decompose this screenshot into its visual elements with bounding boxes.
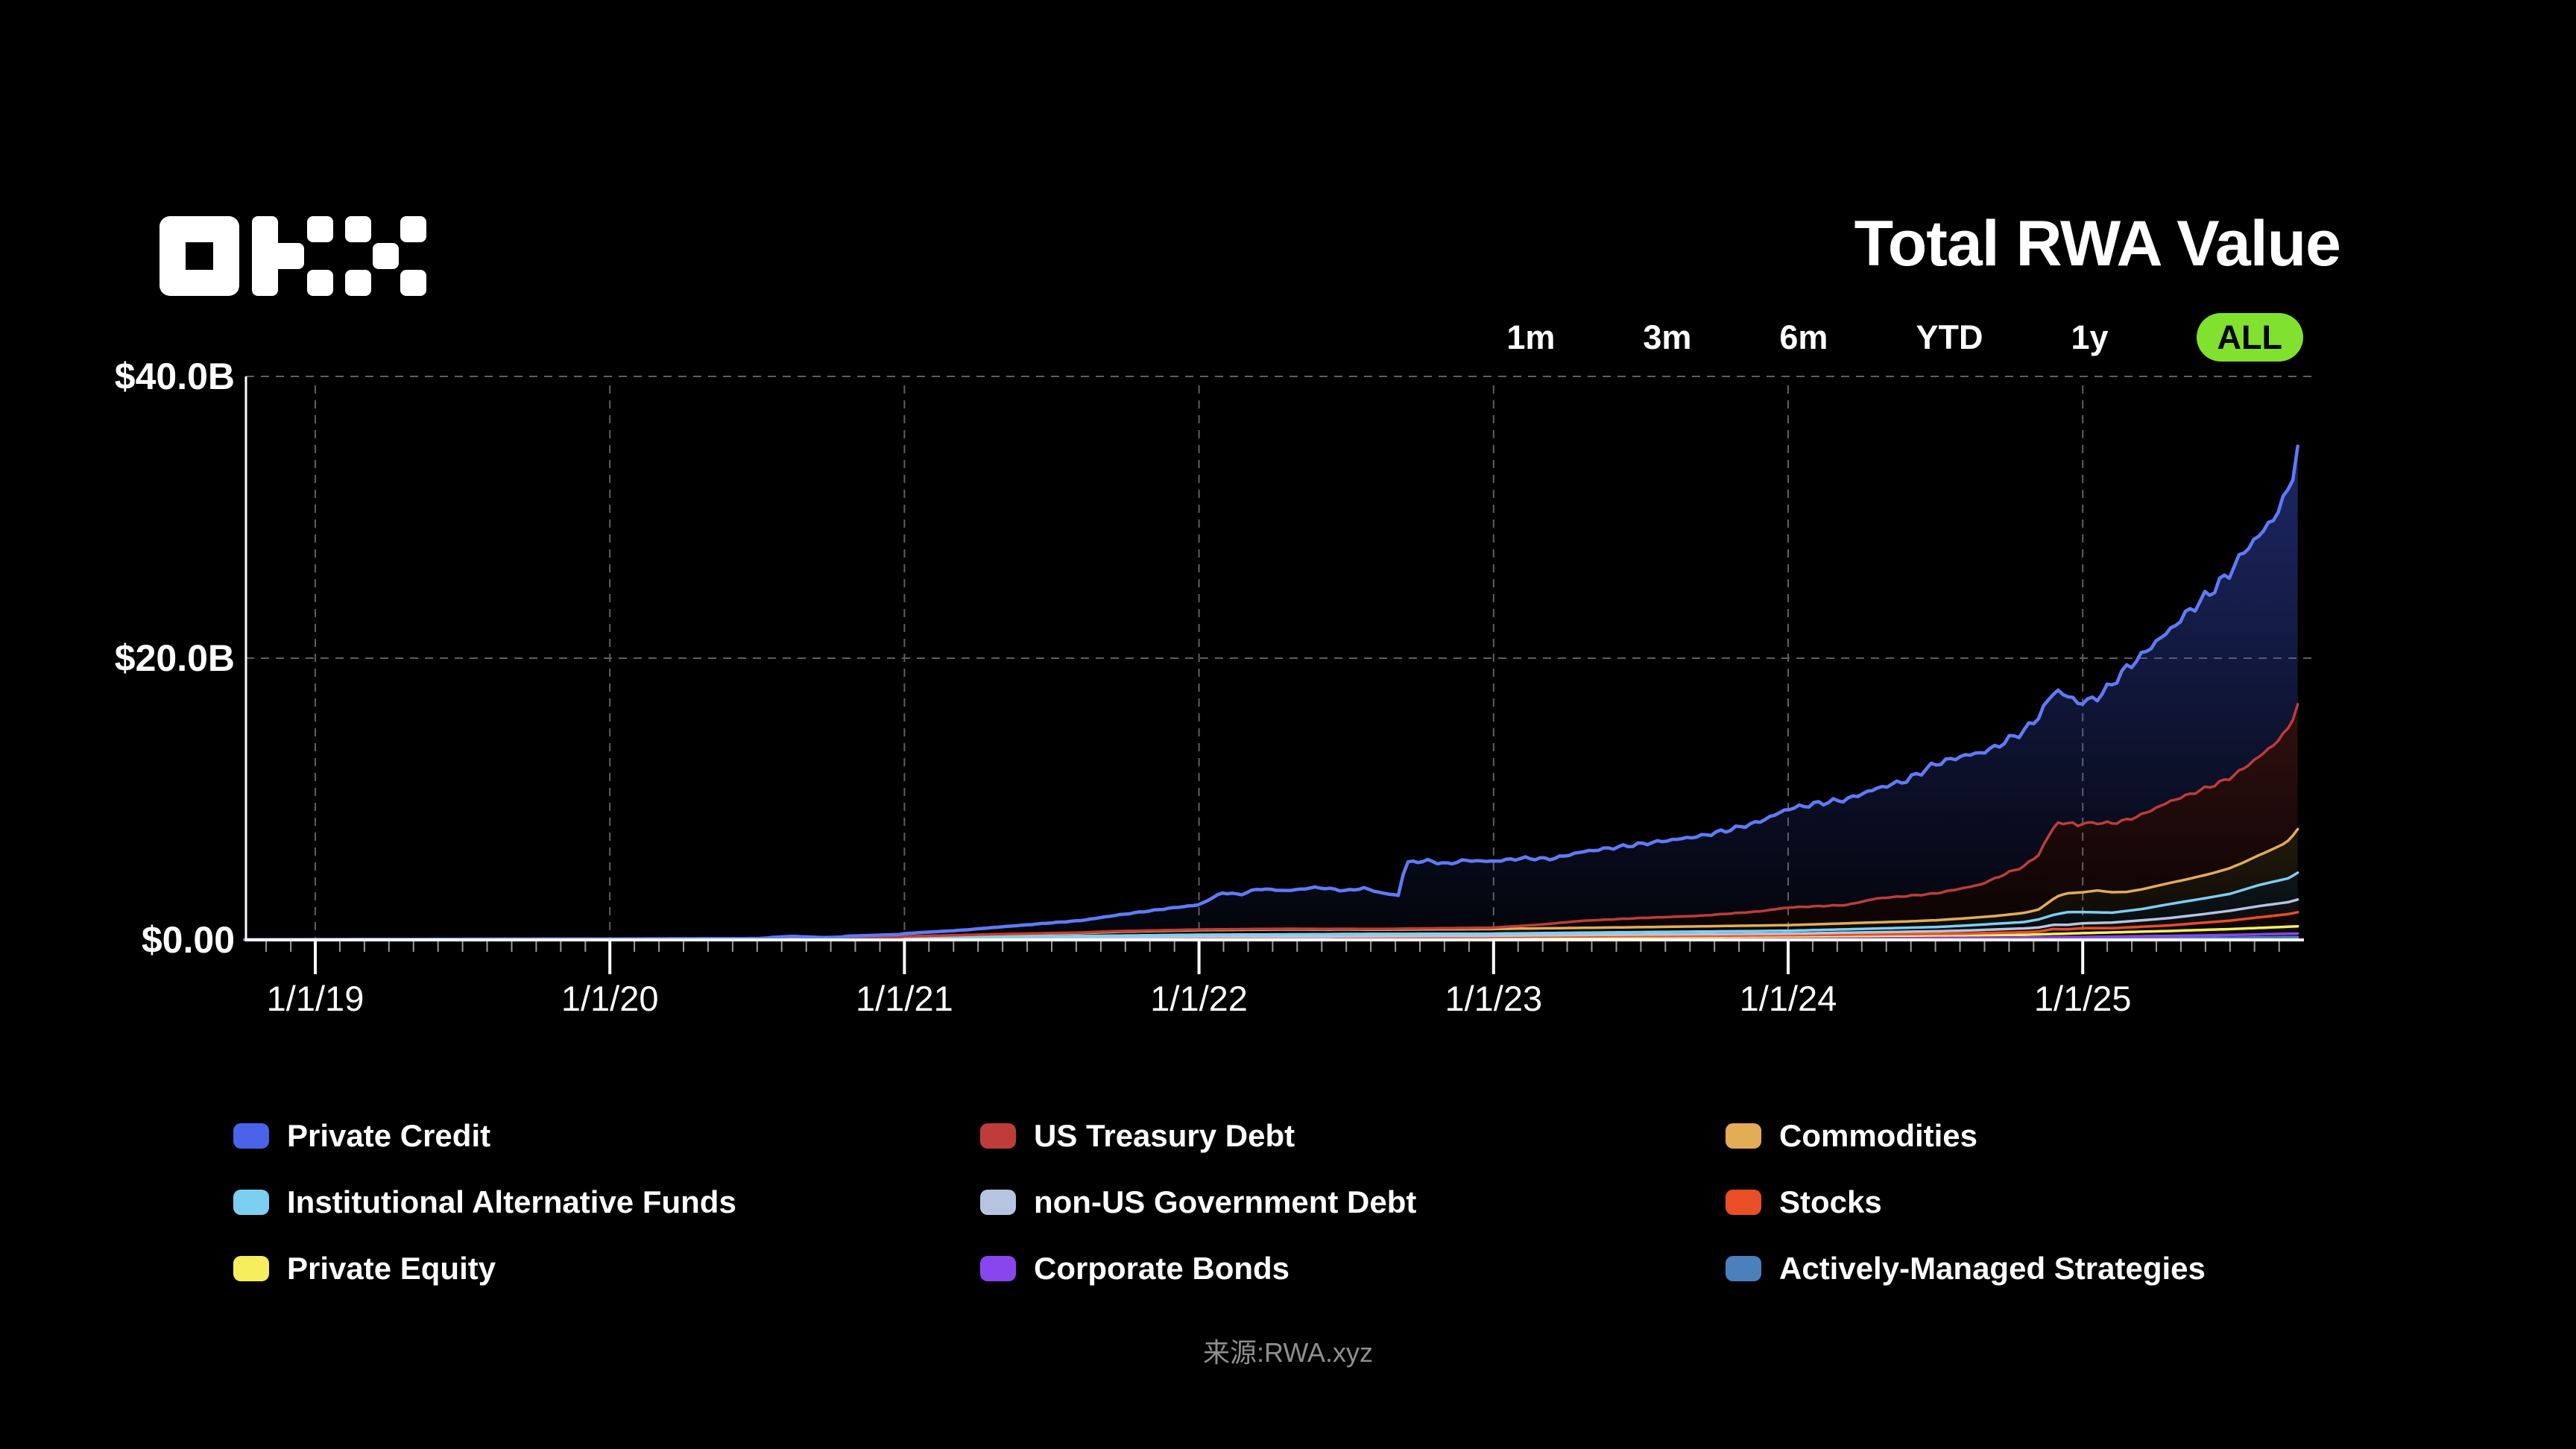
legend-item-us-treasury-debt[interactable]: US Treasury Debt (980, 1118, 1416, 1154)
line-institutional-alternative-funds (839, 871, 2299, 941)
time-range-1m[interactable]: 1m (1506, 318, 1556, 356)
y-axis-label: $20.0B (114, 637, 235, 679)
legend-label: Stocks (1779, 1184, 1882, 1219)
legend-swatch (980, 1256, 1016, 1281)
area-private-credit (244, 446, 2298, 940)
okx-logo-x-sq-center (373, 243, 399, 269)
okx-logo-k-sq-bottom (307, 270, 333, 296)
line-us-treasury-debt (839, 703, 2299, 941)
okx-logo-k-sq-top (307, 216, 333, 242)
legend-item-stocks[interactable]: Stocks (1726, 1184, 2206, 1220)
x-axis-label: 1/1/20 (561, 979, 659, 1018)
legend-item-institutional-alternative-funds[interactable]: Institutional Alternative Funds (233, 1184, 736, 1220)
legend-label: non-US Government Debt (1034, 1184, 1417, 1219)
time-range-selector: 1m 3m 6m YTD 1y ALL (1506, 313, 2303, 362)
time-range-1y[interactable]: 1y (2071, 318, 2109, 356)
time-range-all[interactable]: ALL (2196, 313, 2303, 362)
legend-swatch (1726, 1256, 1761, 1281)
legend-swatch (1726, 1190, 1761, 1215)
legend-swatch (980, 1123, 1016, 1149)
x-axis-label: 1/1/22 (1150, 979, 1248, 1018)
legend-item-private-credit[interactable]: Private Credit (233, 1118, 736, 1154)
okx-logo-x-sq-tl (345, 216, 371, 242)
line-non-us-government-debt (898, 898, 2299, 941)
legend-item-actively-managed-strategies[interactable]: Actively-Managed Strategies (1726, 1251, 2206, 1287)
x-axis-label: 1/1/23 (1445, 979, 1543, 1018)
time-range-6m[interactable]: 6m (1779, 318, 1828, 356)
legend-label: Institutional Alternative Funds (287, 1184, 736, 1219)
okx-logo-o (160, 216, 239, 296)
legend-label: US Treasury Debt (1034, 1118, 1295, 1153)
y-axis-label: $40.0B (114, 356, 235, 397)
legend-column: Commodities Stocks Actively-Managed Strate… (1726, 1118, 2206, 1287)
legend-swatch (233, 1123, 269, 1149)
legend-label: Actively-Managed Strategies (1779, 1251, 2206, 1286)
time-range-ytd[interactable]: YTD (1916, 318, 1983, 356)
legend-swatch (1726, 1123, 1761, 1149)
okx-logo (160, 216, 426, 296)
okx-logo-x-sq-br (400, 270, 426, 296)
legend-swatch (233, 1256, 269, 1281)
okx-logo-x-sq-tr (400, 216, 426, 242)
x-axis-label: 1/1/25 (2033, 979, 2132, 1018)
legend-label: Private Equity (287, 1251, 496, 1286)
legend-label: Private Credit (287, 1118, 491, 1153)
legend-swatch (980, 1190, 1016, 1215)
source-note: 来源:RWA.xyz (1202, 1337, 1373, 1368)
legend-item-corporate-bonds[interactable]: Corporate Bonds (980, 1251, 1416, 1287)
okx-logo-x-sq-bl (345, 270, 371, 296)
legend-label: Commodities (1779, 1118, 1978, 1153)
legend-swatch (233, 1190, 269, 1215)
x-axis-label: 1/1/24 (1739, 979, 1837, 1018)
legend-column: Private Credit Institutional Alternative … (233, 1118, 736, 1287)
time-range-3m[interactable]: 3m (1643, 318, 1692, 356)
legend-item-commodities[interactable]: Commodities (1726, 1118, 2206, 1154)
y-axis-label: $0.00 (141, 919, 235, 961)
x-axis-label: 1/1/21 (856, 979, 953, 1018)
x-axis-label: 1/1/19 (266, 979, 364, 1018)
legend-column: US Treasury Debt non-US Government Debt Co… (980, 1118, 1416, 1287)
okx-logo-k-bar (252, 216, 304, 296)
legend-label: Corporate Bonds (1034, 1251, 1290, 1286)
page-title: Total RWA Value (1854, 208, 2341, 280)
legend-item-private-equity[interactable]: Private Equity (233, 1251, 736, 1287)
legend-item-non-us-government-debt[interactable]: non-US Government Debt (980, 1184, 1416, 1220)
